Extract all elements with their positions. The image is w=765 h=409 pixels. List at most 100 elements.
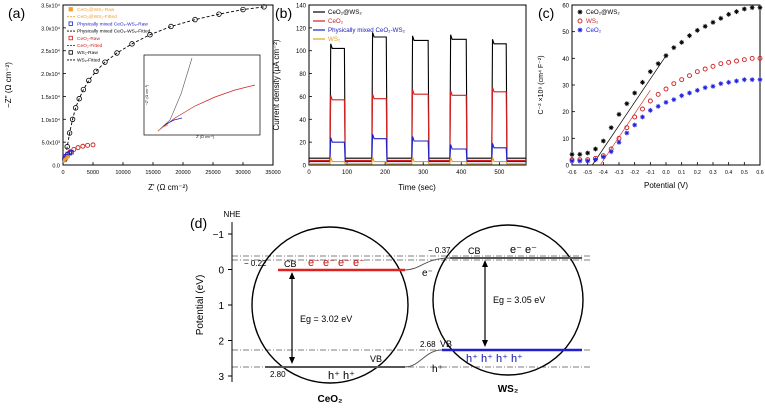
mott-schottky-point [663, 53, 669, 59]
mott-schottky-point [632, 122, 638, 128]
legend-entry: Physically mixed CeO₂-WS₂ [328, 27, 406, 34]
mott-schottky-point [647, 98, 653, 104]
legend-entry: WS₂ [328, 36, 341, 43]
panel-a-x-ticks: 0 5000 10000 15000 20000 25000 30000 35000 [61, 162, 281, 176]
ceo2-raw-point [90, 142, 96, 148]
mott-schottky-point [687, 73, 692, 79]
mott-schottky-point [679, 77, 685, 83]
mott-schottky-point [726, 59, 732, 65]
ws2-raw-point [216, 11, 222, 17]
panel-c-y-tick-label: 30 [562, 84, 569, 90]
ceo2-cb-label: CB [284, 259, 297, 269]
potential-tick-label: −1 [213, 230, 225, 241]
mott-schottky-point [749, 55, 755, 61]
ws2-vb-value: 2.68 [420, 340, 436, 349]
potential-tick-label: 3 [218, 372, 224, 383]
panel-b-y-tick-label: 140 [296, 4, 307, 10]
panel-c-xlabel: Potential (V) [644, 181, 688, 190]
panel-c-x-tick-label: 0.0 [662, 170, 669, 176]
panel-c-x-tick-label: 0.3 [709, 170, 716, 176]
panel-a: (a) 0 5000 10000 15000 20000 25000 30000 35000 … [4, 3, 281, 193]
panel-b-x-tick-label: 400 [456, 170, 467, 176]
panel-c-ylabel: C⁻² ×10⁹ (cm⁴ F⁻²) [538, 55, 545, 114]
photocurrent-line [309, 156, 526, 165]
mott-schottky-point [616, 139, 622, 145]
photocurrent-line [309, 32, 526, 159]
legend-entry: WS₂-Raw [77, 50, 98, 56]
panel-a-y-tick-label: 2.0x10⁴ [41, 71, 61, 78]
panel-c-y-tick-label: 60 [562, 4, 569, 10]
mott-schottky-point [577, 151, 583, 157]
mott-schottky-point [569, 151, 575, 157]
inset-composite-curve [157, 124, 169, 132]
ws2-raw-point [69, 116, 76, 122]
panel-b-ylabel: Current density (μA cm⁻²) [272, 39, 281, 130]
panel-c-y-tick-label: 50 [562, 30, 569, 36]
panel-d-band-diagram: (d) NHE Potential (eV) −1 0 1 2 3 CB e⁻ e⁻ e… [190, 210, 590, 405]
potential-axis-title: Potential (eV) [195, 275, 206, 336]
panel-c-plot-area [569, 5, 763, 166]
mott-schottky-point [632, 90, 638, 96]
mott-schottky-point [734, 78, 739, 84]
hole-transfer-label: h⁺ [432, 364, 443, 375]
legend-swatch [68, 7, 73, 12]
mott-schottky-point [608, 125, 614, 131]
panel-c-y-ticks: 0 10 20 30 40 50 60 [562, 4, 575, 170]
ws2-raw-point [80, 86, 87, 93]
mott-schottky-point [757, 77, 763, 83]
electron-transfer-path [404, 257, 451, 271]
legend-swatch [577, 9, 583, 15]
composite-raw-point [62, 159, 66, 163]
ws2-raw-point [192, 16, 198, 23]
panel-b-y-tick-label: 60 [299, 95, 306, 101]
panel-a-x-tick-label: 30000 [235, 170, 250, 176]
panel-a-y-tick-label: 1.5x10⁴ [41, 94, 61, 101]
ceo2-vb-label: VB [370, 354, 382, 364]
photocurrent-line [309, 87, 526, 161]
panel-a-xlabel: Z' (Ω cm⁻²) [148, 183, 188, 192]
legend-entry: WS₂ [586, 18, 599, 25]
panel-c-legend: CeO₂@WS₂ WS₂ CeO₂ [577, 9, 620, 34]
mott-schottky-point [694, 27, 700, 33]
inset-ceo2-curve [157, 84, 256, 132]
nhe-label: NHE [224, 210, 241, 219]
panel-b-x-tick-label: 100 [342, 170, 353, 176]
panel-b-x-tick-label: 500 [494, 170, 505, 176]
panel-b-label: (b) [275, 5, 292, 21]
mott-schottky-point [593, 157, 598, 163]
mott-schottky-point [671, 81, 677, 87]
mott-schottky-point [663, 99, 669, 105]
mott-schottky-point [600, 154, 606, 160]
panel-c-x-ticks: -0.6 -0.5 -0.4 -0.3 -0.2 -0.1 0.0 0.1 0.2 0.3 0.4 0… [568, 162, 764, 176]
panel-c-x-tick-label: -0.5 [583, 170, 592, 176]
mott-schottky-point [679, 93, 685, 99]
panel-a-x-tick-label: 15000 [145, 170, 160, 176]
panel-c-label: (c) [538, 5, 554, 21]
ws2-cb-label: CB [468, 246, 481, 256]
mott-schottky-point [749, 5, 755, 11]
ws2-gap-arrow-head-bottom [482, 340, 488, 347]
legend-entry: CeO₂@WS₂-Fitted [77, 14, 117, 20]
ws2-raw-point [93, 68, 99, 74]
mott-schottky-point [671, 45, 677, 51]
ws2-raw-point [261, 4, 267, 10]
panel-c-x-tick-label: 0.4 [725, 170, 732, 176]
panel-a-x-tick-label: 10000 [115, 170, 130, 176]
panel-c-x-tick-label: 0.6 [756, 170, 763, 176]
inset-ylabel: −Z'' (Ω cm⁻²) [145, 85, 149, 106]
panel-b-x-ticks: 0 100 200 300 400 500 [307, 162, 505, 176]
inset-frame [143, 54, 261, 136]
panel-a-ylabel: −Z'' (Ω cm⁻²) [4, 62, 13, 108]
ws2-raw-point [64, 144, 70, 150]
panel-a-x-tick-label: 35000 [265, 170, 280, 176]
panel-c-x-tick-label: -0.1 [646, 170, 655, 176]
panel-b-y-tick-label: 0 [303, 164, 307, 170]
panel-b-x-tick-label: 200 [380, 170, 391, 176]
mott-schottky-point [710, 19, 716, 25]
legend-swatch [68, 21, 73, 26]
legend-entry: CeO₂-Fitted [77, 43, 103, 49]
panel-c-y-tick-label: 40 [562, 57, 569, 63]
mott-schottky-point [687, 33, 692, 39]
panel-c-x-tick-label: 0.2 [694, 170, 701, 176]
legend-swatch [577, 27, 583, 33]
